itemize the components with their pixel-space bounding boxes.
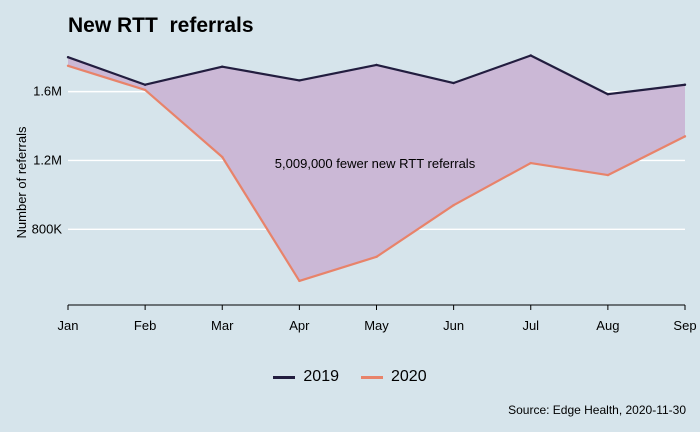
data-point-2019-mar (221, 65, 224, 68)
x-tick-label-may: May (364, 318, 389, 333)
data-point-2020-jun (452, 203, 455, 207)
data-point-2019-jan (66, 56, 70, 59)
x-tick-label-sep: Sep (673, 318, 696, 333)
legend-label-2019: 2019 (303, 368, 339, 385)
data-point-2019-sep (683, 83, 687, 86)
legend-label-2020: 2020 (391, 368, 427, 385)
y-tick-label-0: 800K (32, 221, 63, 236)
data-point-2019-apr (298, 79, 301, 82)
data-point-2020-sep (683, 135, 687, 138)
legend-item-2020: 2020 (361, 368, 427, 386)
data-point-2019-jul (529, 54, 532, 57)
y-axis-title: Number of referrals (14, 126, 29, 238)
data-point-2019-aug (606, 93, 610, 96)
data-point-2019-feb (143, 83, 147, 86)
data-point-2020-may (375, 255, 378, 259)
x-tick-label-apr: Apr (289, 318, 310, 333)
y-tick-label-2: 1.6M (33, 84, 62, 99)
x-tick-label-jan: Jan (58, 318, 79, 333)
data-point-2019-jun (452, 81, 455, 85)
legend-item-2019: 2019 (273, 368, 339, 386)
x-tick-label-aug: Aug (596, 318, 619, 333)
source-note: Source: Edge Health, 2020-11-30 (508, 403, 686, 417)
legend: 2019 2020 (0, 368, 700, 386)
x-tick-label-jun: Jun (443, 318, 464, 333)
data-point-2020-feb (143, 88, 147, 92)
chart-title: New RTT referrals (68, 14, 254, 37)
data-point-2020-jul (529, 161, 532, 165)
legend-swatch-2020 (361, 375, 383, 379)
x-tick-label-feb: Feb (134, 318, 156, 333)
gap-annotation: 5,009,000 fewer new RTT referrals (275, 156, 476, 171)
data-point-2020-apr (298, 279, 301, 283)
x-tick-label-jul: Jul (522, 318, 539, 333)
data-point-2020-jan (66, 64, 70, 68)
legend-swatch-2019 (273, 375, 296, 379)
y-tick-label-1: 1.2M (33, 152, 62, 167)
data-point-2020-aug (606, 173, 610, 177)
data-point-2019-may (375, 63, 378, 67)
gap-area (68, 55, 685, 281)
data-point-2020-mar (221, 155, 224, 159)
x-tick-label-mar: Mar (211, 318, 234, 333)
